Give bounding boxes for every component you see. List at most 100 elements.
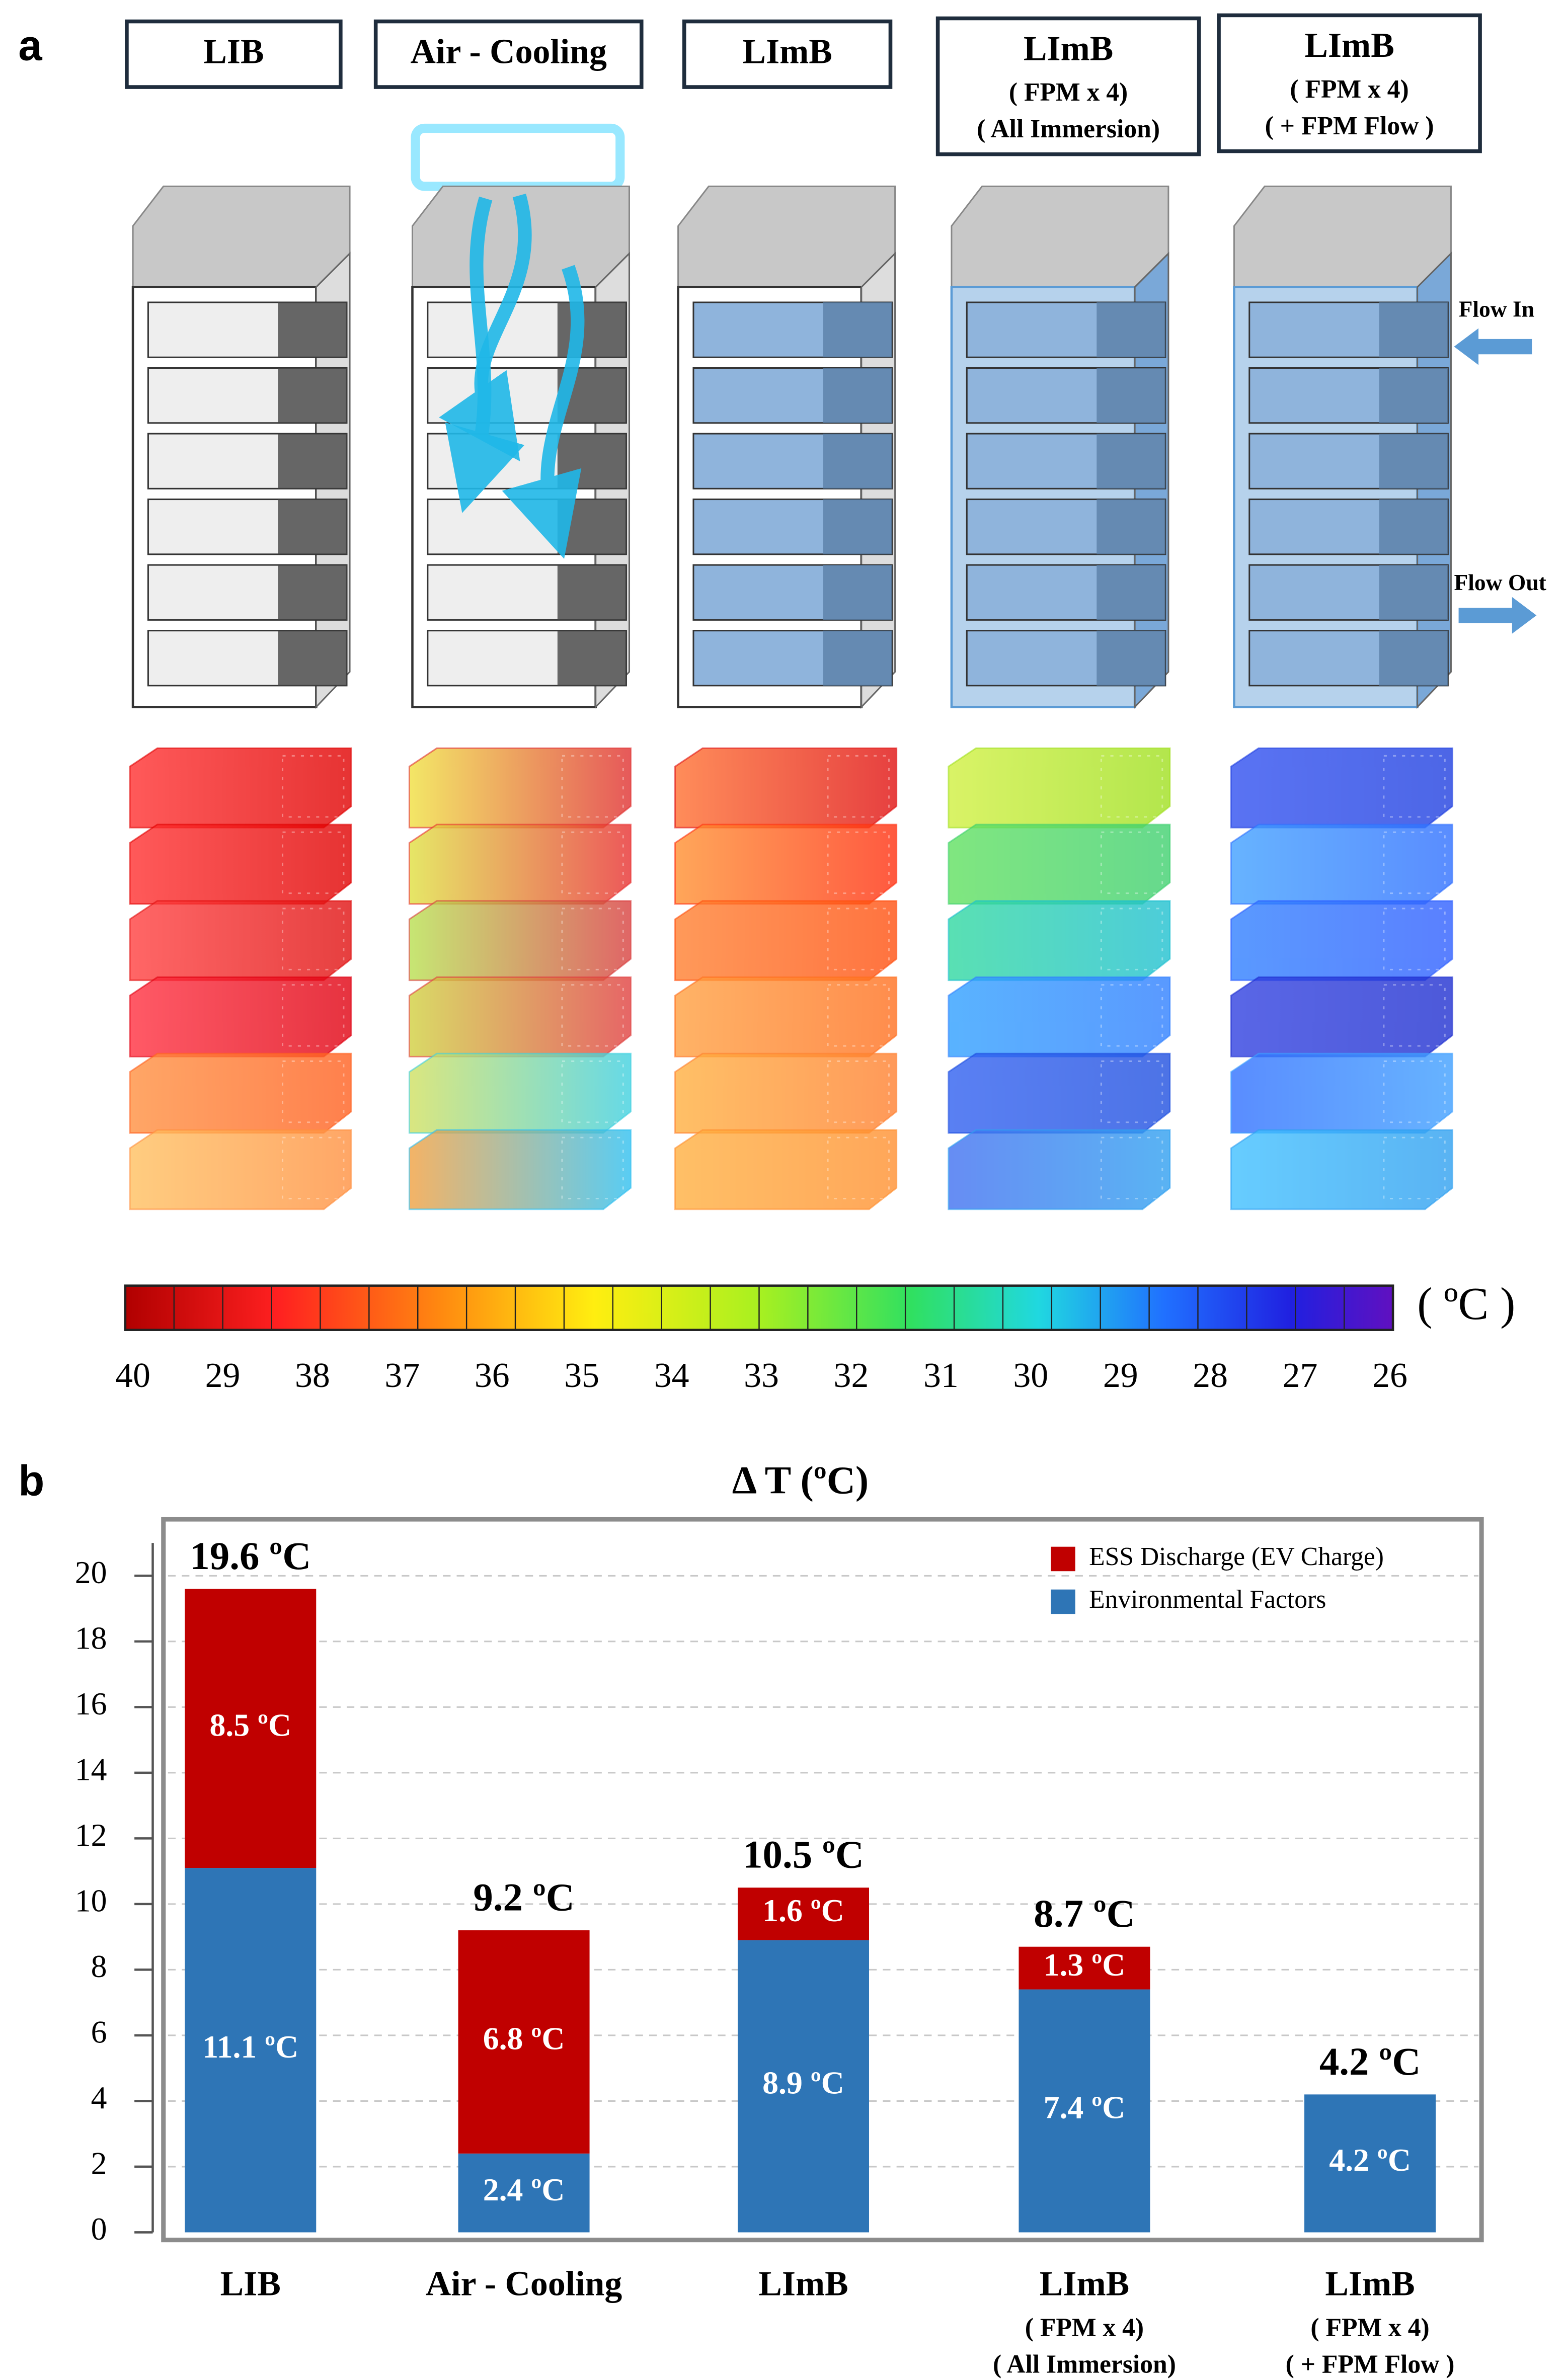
bar-segment xyxy=(185,1589,317,1868)
heat-layer xyxy=(948,747,1171,829)
bar-segment xyxy=(458,2153,590,2233)
airflow-arrow xyxy=(445,196,525,513)
battery-fins xyxy=(1379,302,1448,358)
battery-fins xyxy=(823,565,892,620)
heat-fins xyxy=(1100,755,1163,818)
rack-top xyxy=(677,185,896,288)
y-tick-label: 0 xyxy=(91,2211,107,2247)
legend-swatch xyxy=(1051,1546,1075,1572)
heat-fins xyxy=(827,984,890,1047)
air-conditioner xyxy=(411,123,625,191)
flow-in-arrow xyxy=(1454,328,1532,365)
heat-fins xyxy=(827,831,890,894)
airflow-arrow xyxy=(502,265,585,559)
y-tick-label: 16 xyxy=(75,1686,107,1721)
x-tick-label: LImB xyxy=(1325,2265,1415,2304)
header-text: LImB xyxy=(742,32,832,71)
heat-fins xyxy=(281,831,345,894)
heat-layer xyxy=(948,900,1171,981)
heat-fins xyxy=(1100,1060,1163,1123)
heat-layer xyxy=(948,824,1171,905)
x-tick-label: LImB xyxy=(1040,2265,1129,2304)
battery-fins xyxy=(278,368,347,423)
battery-fins xyxy=(823,499,892,554)
bar-segment xyxy=(1019,1946,1150,1990)
heat-fins xyxy=(281,984,345,1047)
battery-fins xyxy=(278,302,347,358)
x-tick-label: ( + FPM Flow ) xyxy=(1286,2350,1455,2378)
rack-top xyxy=(132,185,351,288)
battery-fins xyxy=(1097,368,1165,423)
heat-layer xyxy=(1230,1129,1453,1210)
segment-label: 4.2 ºC xyxy=(1329,2142,1411,2178)
battery-fins xyxy=(823,368,892,423)
battery-fins xyxy=(823,630,892,686)
colorbar-tick-label: 30 xyxy=(1013,1356,1048,1395)
heat-fins xyxy=(1383,1060,1446,1123)
flow-label: Flow In xyxy=(1459,296,1534,322)
battery-fins xyxy=(823,434,892,489)
header-text: ( + FPM Flow ) xyxy=(1265,112,1434,140)
colorbar-unit: ( ºC ) xyxy=(1417,1278,1515,1329)
y-tick-label: 10 xyxy=(75,1883,107,1919)
header-box xyxy=(125,19,343,89)
panel-label: a xyxy=(18,22,42,70)
battery-fins xyxy=(557,302,627,358)
battery-fins xyxy=(823,302,892,358)
header-text: LImB xyxy=(1024,29,1113,68)
segment-label: 11.1 ºC xyxy=(202,2029,298,2065)
colorbar-tick-label: 38 xyxy=(295,1356,330,1395)
panel-label: b xyxy=(18,1457,44,1505)
heat-layer xyxy=(1230,976,1453,1057)
y-tick-label: 12 xyxy=(75,1817,107,1853)
heat-layer xyxy=(129,1052,352,1134)
battery-fins xyxy=(557,499,627,554)
battery-fins xyxy=(1097,499,1165,554)
heat-layer xyxy=(129,900,352,981)
bar-segment xyxy=(458,1930,590,2154)
x-tick-label: ( FPM x 4) xyxy=(1310,2314,1429,2342)
heat-fins xyxy=(281,1060,345,1123)
legend-label: Environmental Factors xyxy=(1089,1585,1326,1614)
y-tick-label: 6 xyxy=(91,2014,107,2050)
colorbar-tick-label: 29 xyxy=(205,1356,241,1395)
segment-label: 1.6 ºC xyxy=(762,1893,844,1928)
header-text: ( FPM x 4) xyxy=(1009,78,1128,107)
chart-title: Δ T (ºC) xyxy=(732,1458,869,1502)
segment-label: 2.4 ºC xyxy=(483,2172,565,2207)
colorbar-tick-label: 37 xyxy=(384,1356,420,1395)
heat-fins xyxy=(827,1060,890,1123)
heat-fins xyxy=(1100,908,1163,970)
heat-layer xyxy=(674,747,898,829)
header-box xyxy=(373,19,644,89)
bar-segment xyxy=(737,1887,870,1940)
colorbar-tick-label: 34 xyxy=(654,1356,689,1395)
heat-layer xyxy=(408,976,632,1057)
colorbar-tick-label: 26 xyxy=(1372,1356,1407,1395)
colorbar-tick-label: 35 xyxy=(564,1356,599,1395)
battery-fins xyxy=(1097,434,1165,489)
heat-layer xyxy=(408,1129,632,1210)
heat-layer xyxy=(674,976,898,1057)
heat-fins xyxy=(1383,755,1446,818)
flow-label: Flow Out xyxy=(1454,569,1546,595)
bar-segment xyxy=(737,1940,870,2233)
battery-fins xyxy=(278,434,347,489)
heat-layer xyxy=(1230,1052,1453,1134)
heat-layer xyxy=(129,824,352,905)
x-tick-label: Air - Cooling xyxy=(426,2265,622,2304)
heat-fins xyxy=(281,755,345,818)
rack-top xyxy=(1233,185,1452,288)
heat-fins xyxy=(1100,1136,1163,1200)
flow-out-arrow xyxy=(1458,597,1537,634)
header-text: ( All Immersion) xyxy=(977,115,1160,143)
y-tick-label: 4 xyxy=(91,2080,107,2115)
legend-swatch xyxy=(1051,1589,1075,1614)
battery-fins xyxy=(278,565,347,620)
heat-fins xyxy=(1383,984,1446,1047)
y-tick-label: 20 xyxy=(75,1554,107,1590)
heat-fins xyxy=(281,1136,345,1200)
heat-layer xyxy=(674,900,898,981)
colorbar-tick-label: 28 xyxy=(1193,1356,1228,1395)
heat-fins xyxy=(1383,831,1446,894)
